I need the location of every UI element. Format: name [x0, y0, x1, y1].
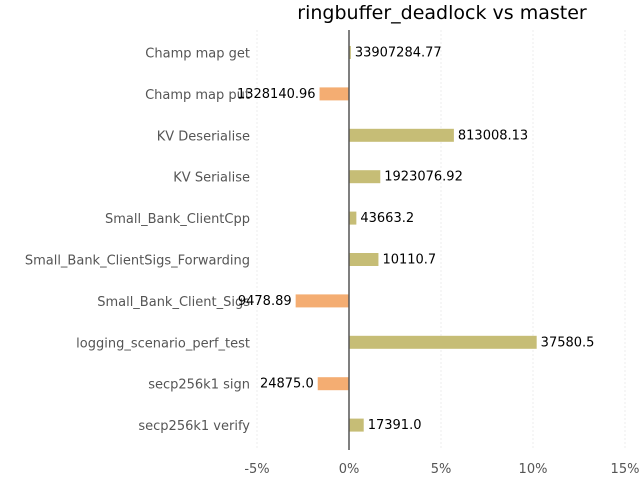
category-label: Champ map get	[145, 47, 250, 62]
data-label: 9478.89	[238, 294, 292, 309]
data-label: 37580.5	[541, 335, 595, 350]
bar	[349, 211, 357, 225]
data-labels: 33907284.77 1328140.96 813008.13 1923076.92…	[237, 46, 594, 434]
bar	[349, 46, 351, 59]
grid-lines	[256, 30, 626, 450]
bar	[349, 253, 379, 266]
category-label: secp256k1 sign	[148, 378, 250, 393]
x-tick-label: 15%	[611, 462, 640, 477]
category-label: KV Serialise	[173, 171, 250, 186]
data-label: 1923076.92	[384, 170, 463, 185]
data-label: 43663.2	[360, 211, 414, 226]
category-label: secp256k1 verify	[138, 419, 250, 434]
data-label: 10110.7	[382, 253, 436, 268]
bars	[295, 46, 537, 432]
category-label: Champ map put	[145, 88, 250, 103]
bar	[319, 87, 349, 101]
bar	[349, 170, 381, 184]
data-label: 17391.0	[368, 418, 422, 433]
bar	[349, 335, 537, 349]
bar	[295, 294, 349, 308]
data-label: 33907284.77	[355, 46, 442, 61]
data-label: 813008.13	[458, 128, 528, 143]
chart-title: ringbuffer_deadlock vs master	[297, 2, 587, 24]
category-label: logging_scenario_perf_test	[76, 336, 250, 351]
bar	[349, 418, 364, 432]
category-label: Small_Bank_ClientSigs_Forwarding	[25, 254, 250, 269]
x-tick-labels: -5% 0% 5% 10% 15%	[244, 462, 639, 477]
data-label: 1328140.96	[237, 87, 316, 102]
x-tick-label: -5%	[244, 462, 269, 477]
x-tick-label: 0%	[339, 462, 360, 477]
x-tick-label: 10%	[519, 462, 548, 477]
category-label: Small_Bank_ClientCpp	[105, 212, 250, 227]
category-labels: Champ map get Champ map put KV Deserialise…	[25, 47, 250, 435]
x-tick-label: 5%	[431, 462, 452, 477]
bar	[349, 128, 454, 142]
data-label: 24875.0	[260, 377, 314, 392]
category-label: Small_Bank_Client_Sigs	[97, 295, 250, 310]
bar	[317, 377, 349, 391]
category-label: KV Deserialise	[157, 129, 250, 144]
